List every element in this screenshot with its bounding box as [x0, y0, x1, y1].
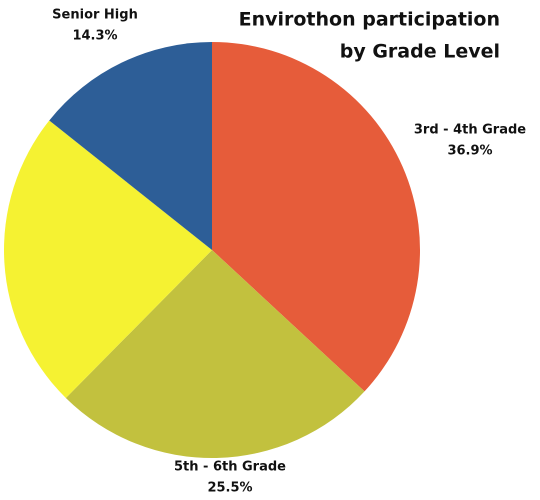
chart-title: by Grade Level — [340, 41, 500, 63]
pie — [4, 42, 420, 459]
chart-title: Envirothon participation — [239, 9, 500, 31]
pie-slice — [49, 42, 212, 250]
slice-value: 25.5% — [207, 481, 252, 496]
slice-value: 14.3% — [72, 29, 117, 44]
slice-label: 3rd - 4th Grade — [414, 123, 526, 138]
slice-label: Senior High — [52, 8, 138, 23]
pie-slice — [212, 42, 420, 392]
pie-slice — [4, 120, 212, 398]
slice-value: 36.9% — [447, 144, 492, 159]
pie-slice — [65, 250, 365, 459]
slice-label: 5th - 6th Grade — [174, 460, 286, 475]
